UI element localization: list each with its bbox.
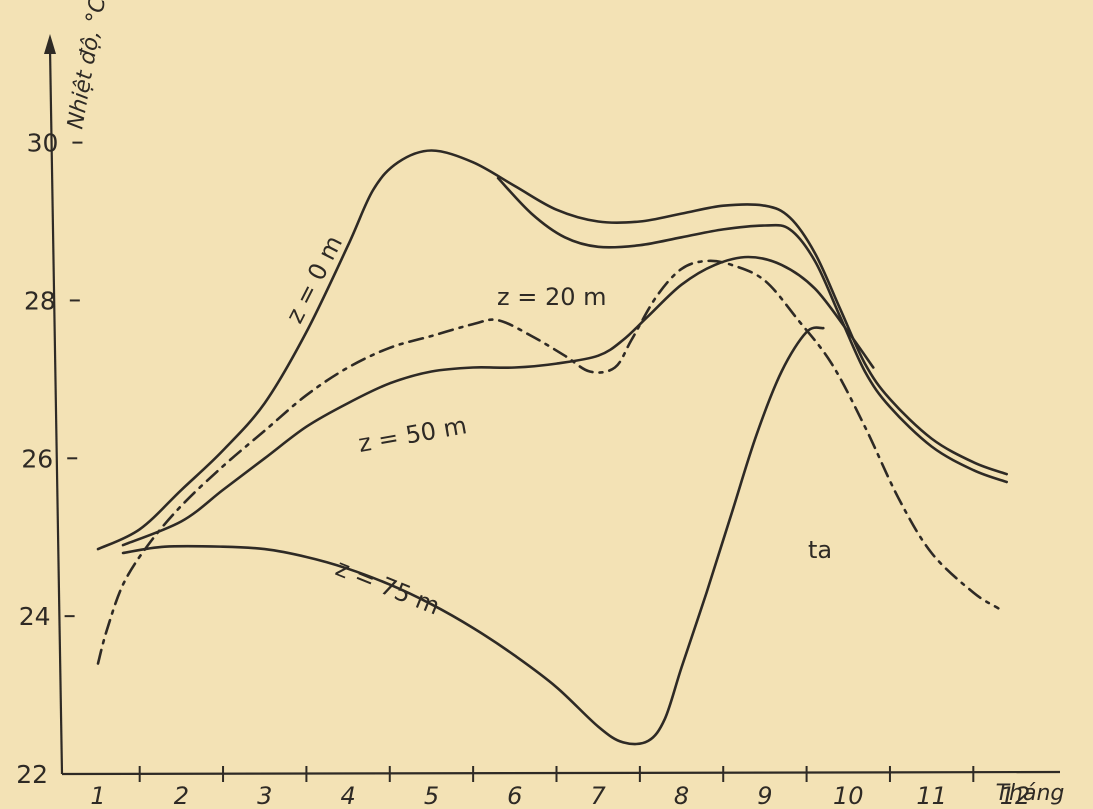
- x-tick-label: 2: [174, 782, 189, 809]
- x-tick-label: 11: [916, 782, 947, 809]
- series-line-z-50m: [121, 255, 875, 547]
- x-axis-title: Tháng: [996, 781, 1065, 806]
- y-ticks: 22 24 26 28 30: [16, 129, 83, 789]
- series-lines: [96, 149, 1008, 746]
- x-tick-label: 7: [591, 782, 607, 809]
- y-tick-label: 28: [24, 286, 56, 315]
- x-ticks: 1 2 3 4 5 6 7 8 9 10 11 12: [90, 766, 1030, 809]
- x-tick-label: 1: [90, 782, 105, 809]
- series-label-z-0m: z = 0 m: [280, 231, 348, 328]
- series-labels: z = 0 m z = 20 m z = 50 m z = 75 m ta: [280, 231, 832, 621]
- x-tick-label: 9: [757, 782, 772, 809]
- y-tick-label: 26: [21, 444, 53, 473]
- series-line-z-75m: [121, 326, 825, 746]
- y-axis-title: Nhiệt độ, °C: [63, 0, 111, 131]
- x-tick-label: 12: [1000, 782, 1031, 809]
- axes: [44, 34, 1061, 776]
- y-tick-label: 22: [16, 760, 48, 789]
- series-label-z-50m: z = 50 m: [356, 411, 469, 458]
- series-line-z-0m: [96, 149, 1008, 551]
- series-line-ta: [96, 259, 1000, 665]
- series-label-z-20m: z = 20 m: [497, 283, 607, 311]
- y-tick-label: 24: [19, 602, 51, 631]
- series-label-ta: ta: [808, 536, 832, 564]
- x-tick-label: 8: [674, 782, 689, 809]
- series-line-z-20m: [496, 176, 1008, 484]
- x-tick-label: 10: [833, 782, 864, 809]
- x-tick-label: 4: [340, 782, 355, 809]
- x-tick-label: 6: [507, 782, 522, 809]
- x-axis: [61, 770, 1061, 776]
- y-axis-arrowhead: [44, 34, 56, 54]
- x-tick-label: 3: [257, 782, 272, 809]
- y-tick-label: 30: [27, 129, 59, 158]
- y-axis: [48, 47, 64, 775]
- x-tick-label: 5: [424, 782, 439, 809]
- series-label-z-75m: z = 75 m: [332, 554, 444, 621]
